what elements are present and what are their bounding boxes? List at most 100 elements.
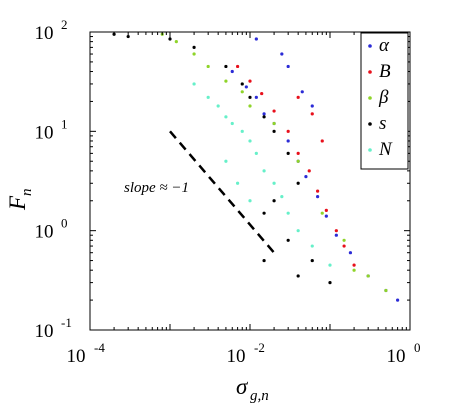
data-point [272, 181, 276, 185]
series-3 [160, 32, 388, 293]
data-point [296, 159, 300, 163]
data-point [334, 229, 338, 233]
legend-label: s [379, 113, 386, 134]
data-point [316, 189, 320, 193]
data-point [396, 298, 400, 302]
data-point [272, 109, 276, 113]
x-tick-label-exponent: -4 [94, 340, 105, 355]
data-point [224, 64, 228, 69]
data-point [174, 40, 178, 44]
y-tick-label-base: 10 [35, 122, 54, 143]
data-point [296, 274, 300, 278]
legend-entry: N [368, 139, 393, 160]
y-tick-label: 10 1 [35, 116, 68, 143]
x-tick-label-exponent: 0 [414, 340, 421, 355]
data-point [272, 199, 276, 203]
data-point [192, 82, 196, 86]
data-point [300, 90, 304, 94]
x-tick-label-base: 10 [227, 346, 246, 367]
legend-marker [368, 96, 372, 100]
data-point [310, 258, 314, 263]
data-point [342, 244, 346, 248]
data-point [262, 115, 266, 119]
data-point [224, 159, 228, 163]
x-tick-label-exponent: -2 [254, 340, 265, 355]
x-tick-label: 10 -4 [67, 340, 106, 367]
legend-entry: α [368, 35, 390, 56]
axes-layer: 10 -4 10 -2 10 0 10 -1 10 0 10 1 10 2 [35, 17, 421, 367]
data-point [248, 199, 252, 203]
data-point [262, 258, 266, 263]
x-tick-label-base: 10 [67, 346, 86, 367]
data-point [262, 211, 266, 215]
x-tick-label-base: 10 [387, 346, 406, 367]
data-point [324, 208, 328, 212]
y-axis-label-sub: n [19, 189, 35, 197]
data-point [230, 121, 234, 126]
data-point [240, 82, 244, 86]
slope-reference-line [169, 130, 276, 254]
legend-marker [368, 148, 372, 152]
data-point [286, 211, 290, 215]
data-point [328, 281, 332, 285]
y-tick-label: 10 -1 [35, 315, 72, 342]
data-point [192, 52, 196, 56]
y-tick-label-base: 10 [35, 321, 54, 342]
data-point [224, 115, 228, 119]
data-point [230, 69, 234, 74]
data-point [254, 37, 258, 41]
data-point [206, 64, 210, 69]
series-4 [112, 32, 332, 285]
legend-label: N [378, 139, 393, 160]
data-point [352, 263, 356, 267]
data-point [320, 139, 324, 143]
data-point [248, 79, 252, 83]
axis-labels: σ g,n Fn [5, 189, 269, 405]
data-point [236, 181, 240, 185]
legend-marker [368, 44, 372, 48]
x-axis-label: σ g,n [236, 374, 269, 404]
data-point [254, 95, 258, 99]
y-tick-label-exponent: 0 [61, 216, 68, 231]
data-point [248, 104, 252, 108]
data-point [310, 104, 314, 108]
data-point [310, 244, 314, 248]
x-axis-label-main: σ [236, 374, 249, 399]
legend-marker [368, 70, 372, 74]
legend-box [360, 32, 409, 170]
legend-label: β [378, 87, 389, 108]
data-point [342, 238, 346, 242]
data-point [324, 214, 328, 218]
y-axis-label: Fn [5, 189, 35, 212]
data-point [224, 79, 228, 83]
data-point [126, 34, 130, 39]
slope-annotation: slope ≈ −1 [124, 180, 189, 196]
data-point [240, 129, 244, 133]
data-point [248, 95, 252, 99]
data-point [192, 45, 196, 49]
data-point [286, 238, 290, 242]
annotation-layer: slope ≈ −1 [124, 130, 276, 254]
data-point [296, 181, 300, 185]
data-point [328, 263, 332, 267]
data-point [240, 90, 244, 94]
data-point [280, 52, 284, 56]
data-point [316, 195, 320, 199]
data-point [254, 151, 258, 155]
data-point [366, 274, 370, 278]
y-tick-label-base: 10 [35, 222, 54, 243]
legend-entry: B [368, 61, 391, 82]
data-point [262, 112, 266, 116]
legend-label: α [379, 35, 390, 56]
data-point [248, 139, 252, 143]
data-point [216, 104, 220, 108]
y-tick-label: 10 2 [35, 17, 68, 44]
data-point [334, 233, 338, 237]
legend-entry: β [368, 87, 389, 108]
y-tick-label-base: 10 [35, 23, 54, 44]
y-tick-label-exponent: -1 [61, 315, 72, 330]
data-point [272, 129, 276, 133]
x-tick-label: 10 0 [387, 340, 421, 367]
